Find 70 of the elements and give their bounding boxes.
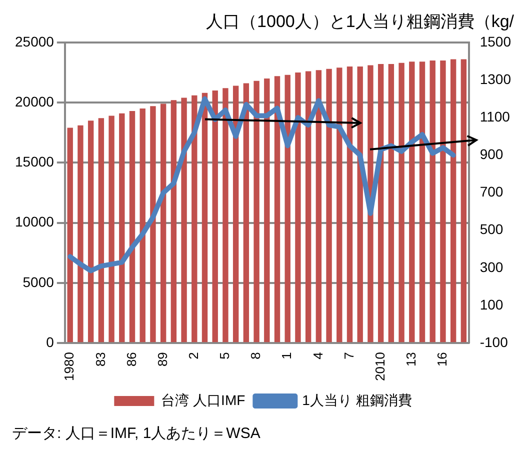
- bar: [170, 100, 177, 342]
- bar: [316, 70, 322, 342]
- y2-tick-label: 1300: [480, 70, 512, 87]
- bar: [336, 68, 342, 342]
- x-tick-label: 2: [186, 352, 201, 360]
- bar: [409, 62, 415, 342]
- y2-tick-label: 700: [480, 184, 504, 200]
- text: データ: 人口＝IMF, 1人あたり＝WSA: [12, 424, 262, 443]
- bar: [181, 98, 187, 342]
- bar: [305, 71, 312, 342]
- bar: [243, 83, 250, 342]
- x-tick-label: 8: [248, 352, 264, 360]
- y2-tick-label: 900: [480, 146, 504, 162]
- bar: [368, 65, 374, 342]
- bar: [108, 116, 114, 342]
- bar: [192, 95, 198, 342]
- bar: [150, 106, 156, 342]
- y-tick-label: 5000: [22, 274, 54, 290]
- y2-tick-label: 100: [480, 296, 504, 312]
- y2-tick-label: 1100: [480, 108, 510, 124]
- x-tick-label: 5: [217, 352, 232, 360]
- bar: [140, 108, 146, 342]
- x-tick-label: 86: [124, 352, 139, 367]
- bar: [119, 113, 125, 342]
- bar: [378, 64, 384, 342]
- x-tick-label: 83: [92, 352, 108, 367]
- y2-tick-label: 1500: [480, 33, 512, 50]
- legend-label: 1人当り 粗鋼消費: [302, 392, 412, 408]
- bar: [346, 66, 353, 342]
- x-tick-label: 7: [341, 352, 356, 360]
- bar: [295, 72, 301, 342]
- bar: [222, 88, 228, 342]
- x-tick-label: 1: [279, 352, 294, 360]
- bar: [430, 60, 436, 342]
- bar: [460, 59, 467, 342]
- y2-tick-label: -100: [480, 334, 508, 350]
- bar: [98, 118, 104, 342]
- bar: [232, 86, 239, 342]
- y-tick-label: 15000: [14, 154, 54, 170]
- bar: [450, 59, 456, 342]
- bar: [440, 60, 446, 342]
- bar: [254, 80, 260, 342]
- x-tick-label: 1980: [62, 352, 77, 381]
- bar: [212, 90, 218, 342]
- bar: [419, 62, 426, 342]
- x-tick-label: 89: [154, 352, 170, 367]
- bar: [388, 64, 394, 342]
- bar: [202, 92, 208, 342]
- x-tick-label: 16: [434, 352, 450, 367]
- bar: [88, 120, 94, 342]
- bar: [326, 68, 332, 342]
- y-tick-label: 10000: [14, 214, 54, 230]
- x-tick-label: 13: [403, 352, 418, 367]
- y2-tick-label: 500: [480, 221, 504, 238]
- bar: [274, 76, 280, 342]
- x-tick-label: 4: [310, 352, 326, 360]
- bar: [264, 78, 270, 342]
- chart-title: 人口（1000人）と1人当り粗鋼消費（kg/: [206, 12, 514, 31]
- bar: [129, 110, 136, 342]
- legend-label: 台湾 人口IMF: [161, 392, 246, 408]
- y-tick-label: 0: [46, 334, 54, 350]
- y-tick-label: 25000: [14, 33, 54, 50]
- bar: [284, 74, 290, 342]
- bar: [78, 125, 84, 342]
- x-tick-label: 2010: [372, 352, 388, 381]
- y2-tick-label: 300: [480, 258, 504, 275]
- bar: [398, 62, 404, 342]
- y-tick-label: 20000: [14, 93, 54, 110]
- bar: [160, 104, 166, 342]
- bar: [67, 128, 73, 342]
